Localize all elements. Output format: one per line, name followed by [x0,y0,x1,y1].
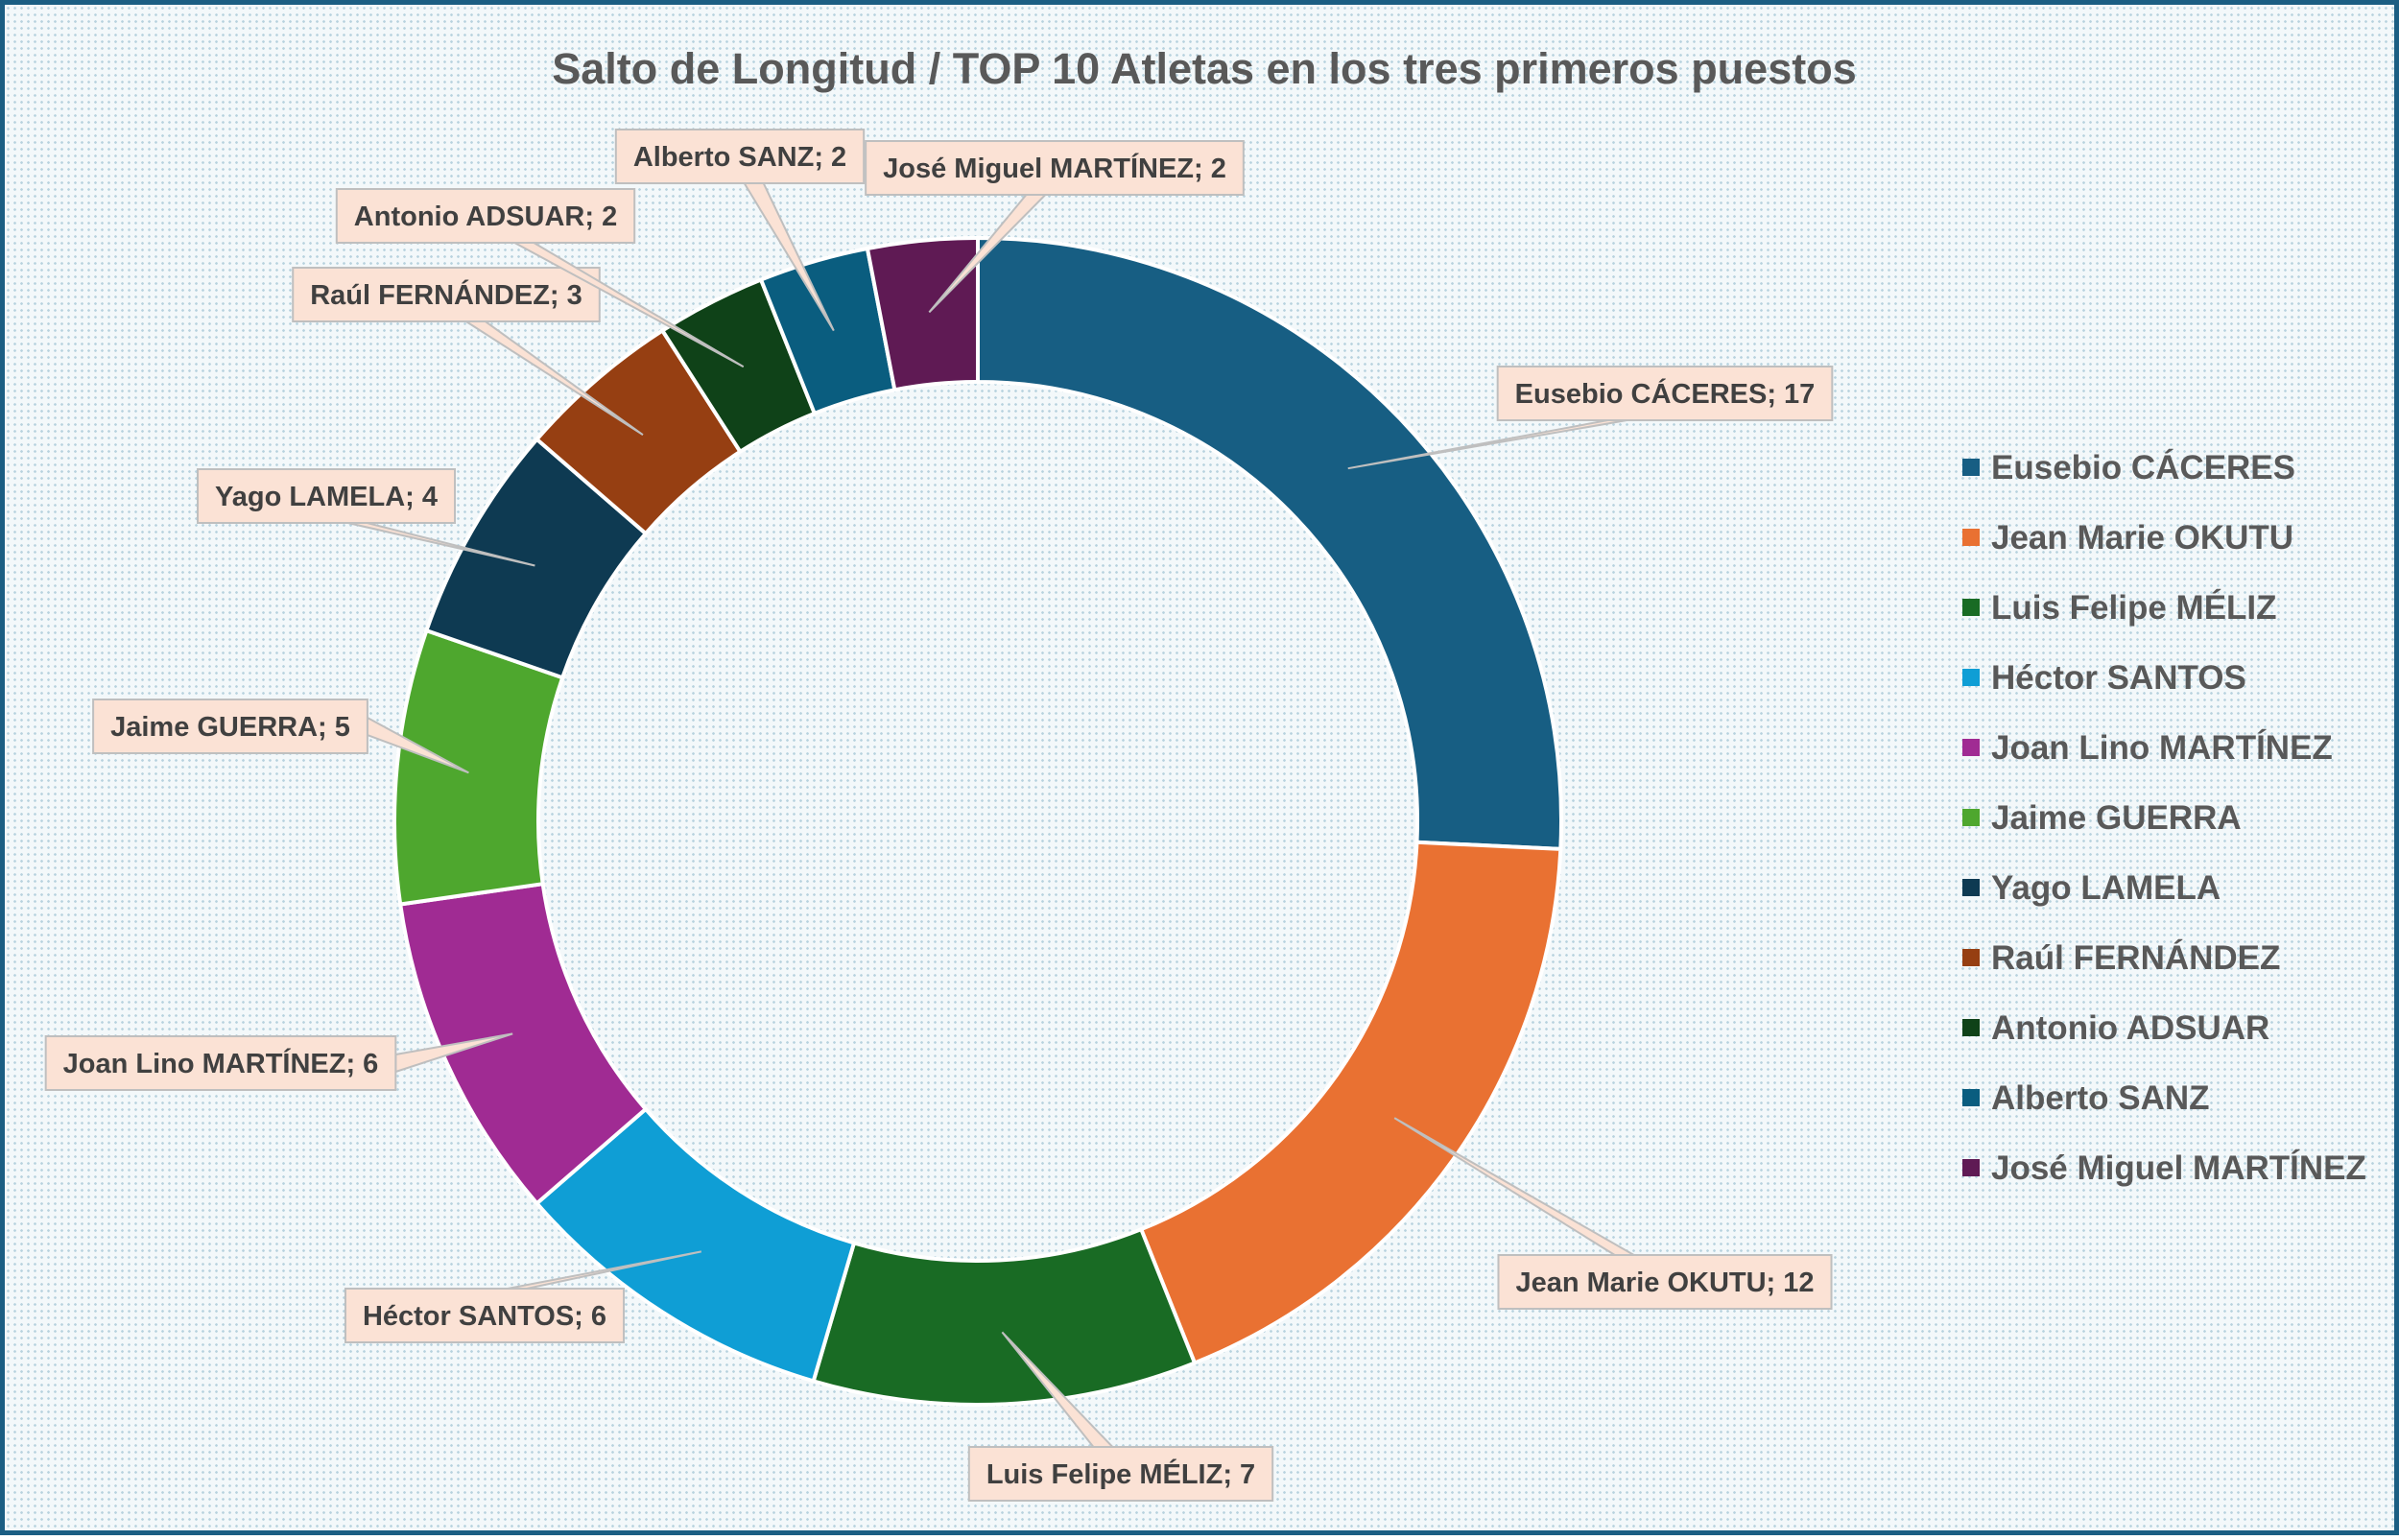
legend-item-eusebio-caceres: Eusebio CÁCERES [1962,448,2295,486]
slice-jose-miguel-martinez [865,235,980,392]
legend-label-hector-santos: Héctor SANTOS [1991,659,2246,697]
data-label-text-antonio-adsuar: Antonio ADSUAR; 2 [354,201,617,232]
chart-title: Salto de Longitud / TOP 10 Atletas en lo… [552,44,1856,93]
legend-label-luis-felipe-meliz: Luis Felipe MÉLIZ [1991,588,2277,627]
doughnut-chart: Salto de Longitud / TOP 10 Atletas en lo… [44,44,2366,1502]
legend-swatch-antonio-adsuar [1962,1019,1980,1036]
legend-label-joan-lino-martinez: Joan Lino MARTÍNEZ [1991,728,2333,767]
data-label-jaime-guerra: Jaime GUERRA; 5 [92,699,469,774]
label-box-jose-miguel-martinez [865,140,1245,196]
legend-label-jaime-guerra: Jaime GUERRA [1991,799,2242,837]
data-label-joan-lino-martinez: Joan Lino MARTÍNEZ; 6 [44,1032,513,1091]
legend-swatch-jose-miguel-martinez [1962,1159,1980,1176]
label-box-antonio-adsuar [335,188,636,244]
data-label-text-hector-santos: Héctor SANTOS; 6 [363,1301,606,1332]
label-box-joan-lino-martinez [44,1035,397,1091]
slices [392,235,1563,1407]
legend-item-jean-marie-okutu: Jean Marie OKUTU [1962,519,2293,557]
legend-label-antonio-adsuar: Antonio ADSUAR [1991,1009,2269,1047]
data-label-alberto-sanz: Alberto SANZ; 2 [614,129,866,332]
data-label-yago-lamela: Yago LAMELA; 4 [196,468,535,567]
slice-jaime-guerra [392,628,565,907]
legend-swatch-luis-felipe-meliz [1962,599,1980,616]
legend-swatch-alberto-sanz [1962,1089,1980,1106]
label-box-luis-felipe-meliz [967,1446,1274,1502]
legend-item-antonio-adsuar: Antonio ADSUAR [1962,1009,2269,1047]
legend-label-raul-fernandez: Raúl FERNÁNDEZ [1991,938,2280,977]
legend-item-jaime-guerra: Jaime GUERRA [1962,799,2242,837]
data-label-text-jose-miguel-martinez: José Miguel MARTÍNEZ; 2 [883,152,1226,184]
legend-swatch-hector-santos [1962,669,1980,686]
data-label-text-luis-felipe-meliz: Luis Felipe MÉLIZ; 7 [986,1457,1255,1490]
legend-label-eusebio-caceres: Eusebio CÁCERES [1991,448,2295,486]
label-box-alberto-sanz [614,129,866,184]
label-box-hector-santos [344,1288,626,1343]
legend-label-jean-marie-okutu: Jean Marie OKUTU [1991,519,2293,557]
label-box-eusebio-caceres [1496,366,1834,421]
data-label-text-alberto-sanz: Alberto SANZ; 2 [633,142,846,173]
data-label-text-yago-lamela: Yago LAMELA; 4 [215,482,438,512]
data-label-text-eusebio-caceres: Eusebio CÁCERES; 17 [1515,377,1816,410]
data-label-text-jean-marie-okutu: Jean Marie OKUTU; 12 [1515,1268,1814,1298]
data-labels: Eusebio CÁCERES; 17 Jean Marie OKUTU; 12 L… [44,129,1834,1502]
legend-item-alberto-sanz: Alberto SANZ [1962,1079,2210,1117]
legend-label-alberto-sanz: Alberto SANZ [1991,1079,2210,1117]
data-label-jose-miguel-martinez: José Miguel MARTÍNEZ; 2 [865,140,1245,314]
data-label-text-raul-fernandez: Raúl FERNÁNDEZ; 3 [310,278,582,311]
legend-item-luis-felipe-meliz: Luis Felipe MÉLIZ [1962,588,2277,627]
legend-swatch-jean-marie-okutu [1962,529,1980,546]
data-label-jean-marie-okutu: Jean Marie OKUTU; 12 [1393,1117,1833,1310]
legend-swatch-eusebio-caceres [1962,459,1980,476]
slice-eusebio-caceres [976,235,1563,852]
data-label-text-jaime-guerra: Jaime GUERRA; 5 [110,712,350,743]
legend-label-jose-miguel-martinez: José Miguel MARTÍNEZ [1991,1149,2366,1187]
label-box-jean-marie-okutu [1497,1254,1833,1310]
data-label-hector-santos: Héctor SANTOS; 6 [344,1250,702,1343]
legend-label-yago-lamela: Yago LAMELA [1991,869,2221,907]
legend-swatch-raul-fernandez [1962,949,1980,966]
data-label-text-joan-lino-martinez: Joan Lino MARTÍNEZ; 6 [63,1047,379,1079]
legend-item-hector-santos: Héctor SANTOS [1962,659,2246,697]
label-box-jaime-guerra [92,699,368,754]
legend-swatch-joan-lino-martinez [1962,739,1980,756]
legend-item-joan-lino-martinez: Joan Lino MARTÍNEZ [1962,728,2333,767]
label-box-raul-fernandez [292,267,601,322]
label-box-yago-lamela [196,468,457,524]
slice-luis-felipe-meliz [811,1226,1198,1407]
legend-item-yago-lamela: Yago LAMELA [1962,869,2221,907]
data-label-eusebio-caceres: Eusebio CÁCERES; 17 [1347,366,1834,470]
legend: Eusebio CÁCERES Jean Marie OKUTU Luis Feli… [1962,448,2366,1187]
legend-swatch-yago-lamela [1962,879,1980,896]
data-label-antonio-adsuar: Antonio ADSUAR; 2 [335,188,745,368]
legend-item-jose-miguel-martinez: José Miguel MARTÍNEZ [1962,1149,2366,1187]
legend-item-raul-fernandez: Raúl FERNÁNDEZ [1962,938,2280,977]
data-label-raul-fernandez: Raúl FERNÁNDEZ; 3 [292,267,644,437]
legend-swatch-jaime-guerra [1962,809,1980,826]
data-label-luis-felipe-meliz: Luis Felipe MÉLIZ; 7 [967,1331,1274,1502]
